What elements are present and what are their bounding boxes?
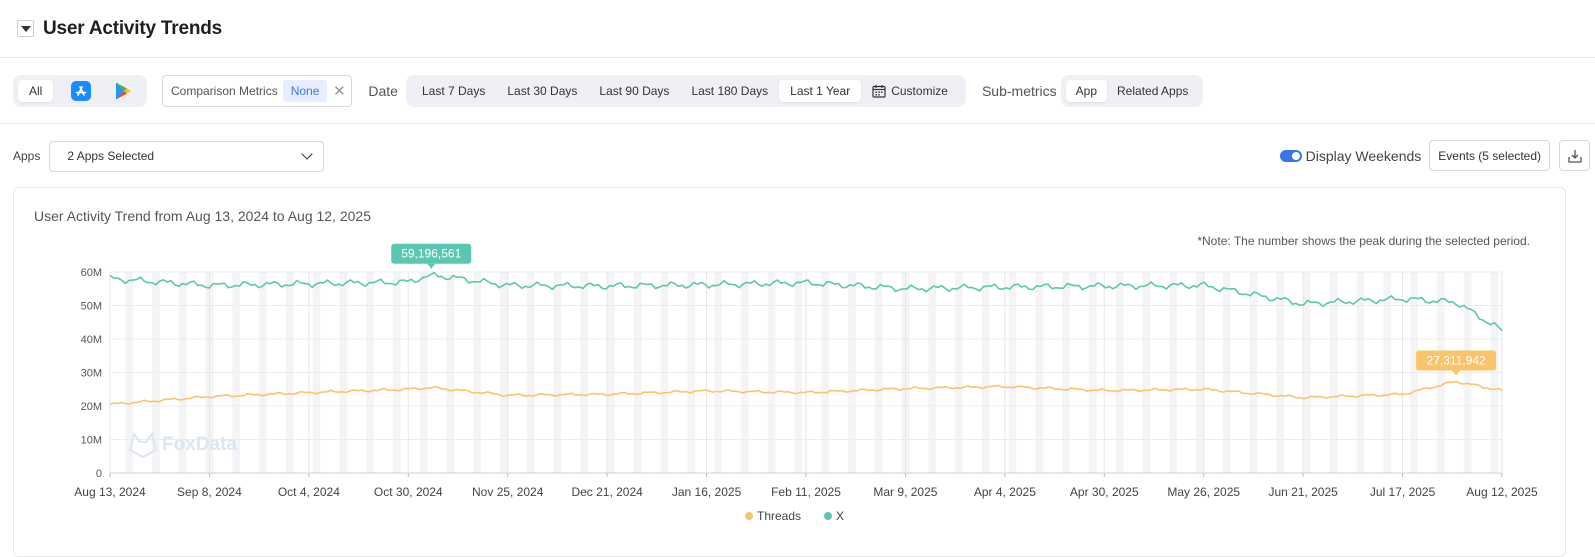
apps-select[interactable]: 2 Apps Selected	[49, 140, 325, 172]
x-tick-label: Feb 11, 2025	[771, 485, 841, 499]
svg-text:Threads: Threads	[757, 509, 801, 523]
google-play-icon[interactable]	[113, 81, 133, 101]
date-label: Date	[368, 82, 398, 99]
watermark-text: FoxData	[162, 434, 237, 455]
comparison-metrics-label: Comparison Metrics	[171, 83, 278, 98]
comparison-metrics-value: None	[282, 79, 328, 102]
apps-label: Apps	[13, 149, 41, 163]
x-tick-label: Oct 4, 2024	[278, 485, 340, 499]
customize-label: Customize	[891, 83, 948, 98]
submetric-related-apps[interactable]: Related Apps	[1117, 83, 1189, 98]
y-tick-label: 10M	[81, 435, 102, 447]
x-tick-label: Jul 17, 2025	[1370, 485, 1436, 499]
x-tick-label: Dec 21, 2024	[571, 485, 643, 499]
y-tick-label: 30M	[81, 368, 102, 380]
chevron-down-icon	[301, 148, 314, 160]
x-tick-label: Apr 30, 2025	[1070, 485, 1139, 499]
submetric-app[interactable]: App	[1065, 79, 1108, 102]
x-tick-label: Aug 12, 2025	[1466, 485, 1538, 499]
page-title: User Activity Trends	[43, 17, 223, 39]
x-tick-label: May 26, 2025	[1167, 485, 1240, 499]
chart-card: User Activity Trend from Aug 13, 2024 to…	[13, 187, 1566, 557]
legend-item-x[interactable]: X	[824, 509, 844, 523]
date-option-7-days[interactable]: Last 7 Days	[421, 83, 486, 98]
x-tick-label: Aug 13, 2024	[74, 485, 146, 499]
y-tick-label: 20M	[81, 401, 102, 413]
x-tick-label: Sep 8, 2024	[177, 485, 242, 499]
store-selector: All	[13, 74, 147, 107]
y-tick-label: 60M	[81, 267, 102, 279]
svg-text:59,196,561: 59,196,561	[401, 247, 461, 261]
events-button[interactable]: Events (5 selected)	[1429, 140, 1550, 171]
download-button[interactable]	[1559, 140, 1590, 171]
submetrics-label: Sub-metrics	[981, 82, 1057, 99]
comparison-metrics-select[interactable]: Comparison Metrics None ✕	[162, 74, 353, 107]
peak-label-threads: 27,311,942	[1416, 350, 1497, 376]
chart-title: User Activity Trend from Aug 13, 2024 to…	[34, 208, 371, 224]
svg-text:27,311,942: 27,311,942	[1427, 354, 1486, 368]
x-tick-label: Oct 30, 2024	[374, 485, 443, 499]
x-tick-label: Jun 21, 2025	[1268, 485, 1338, 499]
date-option-30-days[interactable]: Last 30 Days	[507, 83, 578, 98]
date-option-180-days[interactable]: Last 180 Days	[691, 83, 769, 98]
clear-icon[interactable]: ✕	[333, 82, 346, 100]
date-option-90-days[interactable]: Last 90 Days	[599, 83, 670, 98]
y-tick-label: 50M	[81, 301, 102, 313]
chart-note: *Note: The number shows the peak during …	[1197, 234, 1530, 248]
date-option-1-year[interactable]: Last 1 Year	[779, 79, 862, 102]
app-store-icon[interactable]	[71, 80, 92, 101]
series-line-threads[interactable]	[109, 380, 1503, 406]
peak-label-x: 59,196,561	[391, 243, 472, 269]
apps-row: Apps 2 Apps Selected Display Weekends Ev…	[0, 124, 1595, 188]
filter-bar: All Comparison Metrics None ✕ Date Last …	[0, 58, 1595, 124]
store-all-button[interactable]: All	[18, 79, 54, 102]
date-range-selector: Last 7 Days Last 30 Days Last 90 Days La…	[405, 74, 966, 107]
submetrics-selector: App Related Apps	[1060, 74, 1204, 107]
x-tick-label: Apr 4, 2025	[974, 485, 1036, 499]
chart-tools: Display Weekends Events (5 selected)	[1279, 140, 1590, 171]
collapse-toggle-button[interactable]	[17, 20, 34, 37]
calendar-icon	[872, 84, 886, 98]
display-weekends-label: Display Weekends	[1305, 147, 1422, 164]
y-tick-label: 0	[96, 468, 102, 480]
foxdata-watermark: FoxData	[128, 431, 237, 459]
caret-down-icon	[20, 25, 31, 32]
line-chart: FoxData 0 10M 20M 30M 40M 50M 60M Aug 13, 2024…	[74, 243, 1538, 523]
x-tick-label: Jan 16, 2025	[672, 485, 742, 499]
x-tick-label: Nov 25, 2024	[472, 485, 544, 499]
customize-date-button[interactable]: Customize	[861, 80, 959, 102]
x-tick-label: Mar 9, 2025	[873, 485, 937, 499]
y-tick-label: 40M	[81, 334, 102, 346]
series-line-x[interactable]	[109, 271, 1503, 332]
section-header: User Activity Trends	[0, 0, 1595, 58]
download-icon	[1567, 149, 1582, 163]
apps-select-value: 2 Apps Selected	[67, 149, 155, 163]
display-weekends-toggle[interactable]	[1279, 149, 1302, 162]
svg-text:X: X	[836, 509, 844, 523]
legend-item-threads[interactable]: Threads	[745, 509, 801, 523]
